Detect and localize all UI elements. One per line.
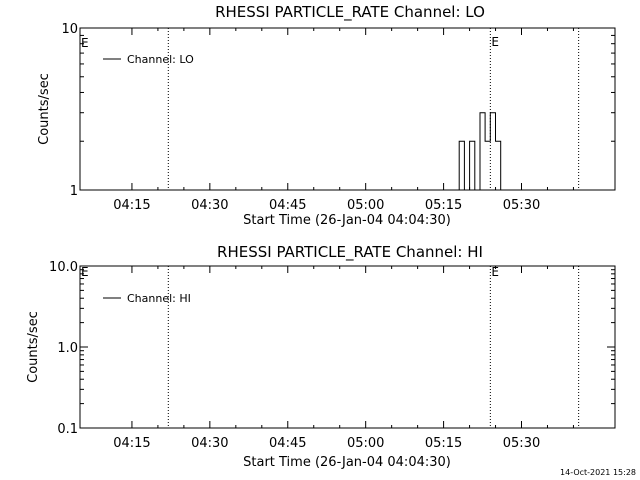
x-axis-label-hi: Start Time (26-Jan-04 04:04:30)	[243, 455, 451, 470]
chart-title-lo: RHESSI PARTICLE_RATE Channel: LO	[215, 3, 485, 22]
x-tick-label: 04:15	[113, 198, 150, 213]
plot-frame-lo	[79, 27, 616, 191]
legend-label-lo: Channel: LO	[127, 53, 194, 66]
series-lo	[458, 112, 502, 191]
event-marker-label: E	[491, 35, 499, 49]
panel-hi: RHESSI PARTICLE_RATE Channel: HI Counts/…	[26, 243, 616, 470]
y-axis-label-lo: Counts/sec	[37, 73, 52, 145]
x-tick-label: 05:00	[347, 198, 384, 213]
x-tick-label: 04:30	[191, 436, 228, 451]
x-tick-label: 04:45	[269, 436, 306, 451]
y-tick-label: 0.1	[57, 422, 78, 437]
y-tick-label: 10	[61, 22, 78, 37]
y-tick-label: 10.0	[49, 260, 78, 275]
chart-title-hi: RHESSI PARTICLE_RATE Channel: HI	[217, 243, 483, 262]
y-tick-label: 1.0	[57, 341, 78, 356]
x-ticks-lo: 04:15 04:30 04:45 05:00 05:15 05:30	[113, 28, 574, 213]
edge-label-hi: E	[81, 265, 89, 279]
x-tick-label: 04:15	[113, 436, 150, 451]
series-line-lo	[458, 112, 502, 191]
x-tick-label: 04:30	[191, 198, 228, 213]
x-tick-label: 04:45	[269, 198, 306, 213]
x-tick-label: 05:30	[503, 198, 540, 213]
x-tick-label: 05:00	[347, 436, 384, 451]
x-tick-label: 05:30	[503, 436, 540, 451]
x-axis-label-lo: Start Time (26-Jan-04 04:04:30)	[243, 213, 451, 228]
y-axis-label-hi: Counts/sec	[26, 311, 41, 383]
event-marker-label: E	[491, 265, 499, 279]
y-ticks-hi: 0.1 1.0 10.0	[49, 260, 615, 437]
x-tick-label: 05:15	[425, 436, 462, 451]
markers-hi: E	[167, 265, 580, 428]
legend-label-hi: Channel: HI	[127, 292, 191, 305]
edge-label-lo: E	[81, 36, 89, 50]
x-tick-label: 05:15	[425, 198, 462, 213]
markers-lo: E	[167, 28, 580, 190]
panel-lo: RHESSI PARTICLE_RATE Channel: LO Counts/…	[37, 3, 616, 228]
y-ticks-lo: 1 10	[61, 22, 615, 199]
x-ticks-hi: 04:15 04:30 04:45 05:00 05:15 05:30	[113, 266, 574, 451]
y-tick-label: 1	[70, 184, 78, 199]
footer-timestamp: 14-Oct-2021 15:28	[560, 468, 636, 477]
plot-frame-hi	[79, 265, 616, 429]
